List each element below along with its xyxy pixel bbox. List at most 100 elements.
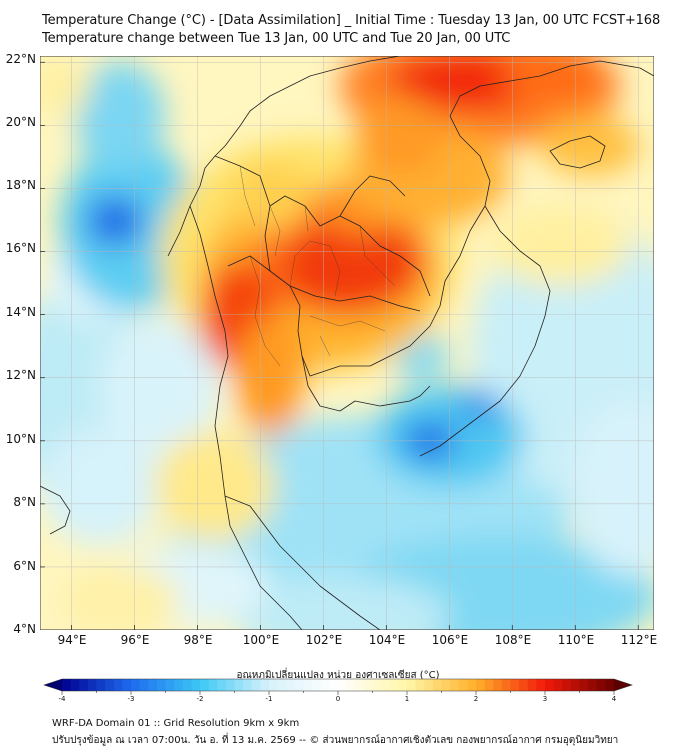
lon-label: 94°E [57,633,87,647]
lat-label: 8°N [13,495,36,509]
colorbar-tick: -3 [127,695,135,703]
colorbar-cell [105,679,115,691]
map-canvas [39,55,655,631]
lon-label: 106°E [431,633,469,647]
colorbar-cell [156,679,166,691]
colorbar-cell [294,679,304,691]
colorbar-cell [62,679,72,691]
colorbar-cell [243,679,253,691]
colorbar-cell [389,679,399,691]
province-lines [239,165,396,367]
colorbar-cell [87,679,97,691]
colorbar-cell [407,679,417,691]
colorbar-cell [277,679,287,691]
colorbar-cell [200,679,210,691]
colorbar-cell [338,679,348,691]
colorbar-cell [165,679,175,691]
colorbar-cell [234,679,244,691]
lon-label: 98°E [183,633,213,647]
colorbar-cell [501,679,511,691]
colorbar-cell [320,679,330,691]
lat-label: 16°N [5,241,36,255]
colorbar-cell [174,679,184,691]
colorbar-tick: 4 [611,695,617,703]
colorbar-cell [251,679,261,691]
colorbar-cell [372,679,382,691]
colorbar-cell [346,679,356,691]
colorbar-cell [286,679,296,691]
colorbar-cell [131,679,141,691]
colorbar-cell [122,679,132,691]
colorbar-cell [579,679,589,691]
colorbar-cell [355,679,365,691]
coastline-borders [40,56,654,630]
colorbar-cell [191,679,201,691]
lon-label: 96°E [120,633,150,647]
lon-label: 108°E [494,633,532,647]
colorbar-cell [553,679,563,691]
temperature-change-map [39,55,655,631]
colorbar-tick: -1 [265,695,273,703]
lon-label: 112°E [620,633,658,647]
colorbar-tick: -4 [58,695,66,703]
colorbar-cell [303,679,313,691]
lon-label: 104°E [368,633,406,647]
colorbar-cell [493,679,503,691]
colorbar-cell [467,679,477,691]
colorbar-cell [519,679,529,691]
colorbar-cell [527,679,537,691]
colorbar-cell [70,679,80,691]
colorbar-cell [588,679,598,691]
colorbar-tickmarks [61,691,615,695]
lat-label: 10°N [5,432,36,446]
colorbar-cell [96,679,106,691]
lat-label: 22°N [5,52,36,66]
footer-model-info: WRF-DA Domain 01 :: Grid Resolution 9km … [52,718,300,729]
colorbar-cell [536,679,546,691]
colorbar-cells [62,679,615,691]
colorbar-cell [458,679,468,691]
lat-label: 12°N [5,368,36,382]
footer-update-info: ปรับปรุงข้อมูล ณ เวลา 07:00น. วัน อ. ที่… [52,735,619,746]
map-title: Temperature Change (°C) - [Data Assimila… [42,13,661,28]
colorbar-cell [217,679,227,691]
colorbar-cell [545,679,555,691]
colorbar-cell [441,679,451,691]
colorbar-tick: -2 [196,695,204,703]
lon-label: 100°E [242,633,280,647]
colorbar-cell [596,679,606,691]
colorbar-cell [562,679,572,691]
lat-label: 6°N [13,559,36,573]
lat-label: 20°N [5,115,36,129]
colorbar-cell [312,679,322,691]
lat-label: 4°N [13,622,36,636]
colorbar-cell [484,679,494,691]
colorbar-cell [415,679,425,691]
colorbar-cell [225,679,235,691]
colorbar-cell [398,679,408,691]
colorbar-title: อุณหภูมิเปลี่ยนแปลง หน่วย องศาเซลเซียส (… [236,670,440,681]
colorbar-tick: 1 [404,695,410,703]
colorbar-tick: 0 [335,695,341,703]
colorbar-cell [450,679,460,691]
lon-label: 102°E [305,633,343,647]
axis-ticks [40,61,639,631]
colorbar-min-arrow [44,679,62,691]
colorbar-cell [476,679,486,691]
colorbar-max-arrow [614,679,632,691]
colorbar-cell [363,679,373,691]
gridlines [40,56,654,630]
colorbar-cell [570,679,580,691]
lat-label: 14°N [5,305,36,319]
colorbar-cell [79,679,89,691]
temperature-field [40,56,654,630]
lat-label: 18°N [5,178,36,192]
lon-label: 110°E [557,633,595,647]
colorbar-cell [139,679,149,691]
colorbar-cell [182,679,192,691]
colorbar-cell [510,679,520,691]
colorbar-cell [381,679,391,691]
map-subtitle: Temperature change between Tue 13 Jan, 0… [42,31,511,46]
colorbar [43,678,633,695]
colorbar-cell [432,679,442,691]
